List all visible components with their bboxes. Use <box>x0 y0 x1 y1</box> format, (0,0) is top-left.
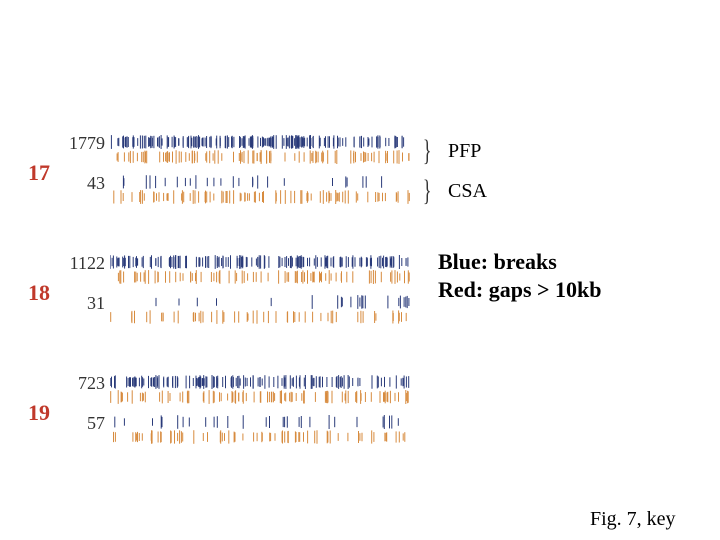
count-19-pfp: 723 <box>45 373 105 394</box>
track-18-pfp-breaks <box>110 255 410 269</box>
count-18-pfp: 1122 <box>45 253 105 274</box>
count-17-pfp: 1779 <box>45 133 105 154</box>
figure-caption: Fig. 7, key <box>590 508 676 531</box>
legend-box: Blue: breaks Red: gaps > 10kb <box>438 248 602 304</box>
track-19-csa-breaks <box>110 415 410 429</box>
assembly-label-csa: CSA <box>448 180 487 203</box>
legend-gaps: Red: gaps > 10kb <box>438 276 602 304</box>
track-17-csa-gaps <box>110 190 410 204</box>
track-19-csa-gaps <box>110 430 410 444</box>
track-19-pfp-gaps <box>110 390 410 404</box>
track-19-pfp-breaks <box>110 375 410 389</box>
brace-icon-csa: } <box>423 176 432 206</box>
track-18-pfp-gaps <box>110 270 410 284</box>
legend-breaks: Blue: breaks <box>438 248 602 276</box>
track-17-pfp-gaps <box>110 150 410 164</box>
track-18-csa-gaps <box>110 310 410 324</box>
track-18-csa-breaks <box>110 295 410 309</box>
track-17-pfp-breaks <box>110 135 410 149</box>
count-19-csa: 57 <box>45 413 105 434</box>
count-17-csa: 43 <box>45 173 105 194</box>
count-18-csa: 31 <box>45 293 105 314</box>
assembly-label-pfp: PFP <box>448 140 481 163</box>
track-17-csa-breaks <box>110 175 410 189</box>
brace-icon-pfp: } <box>423 136 432 166</box>
